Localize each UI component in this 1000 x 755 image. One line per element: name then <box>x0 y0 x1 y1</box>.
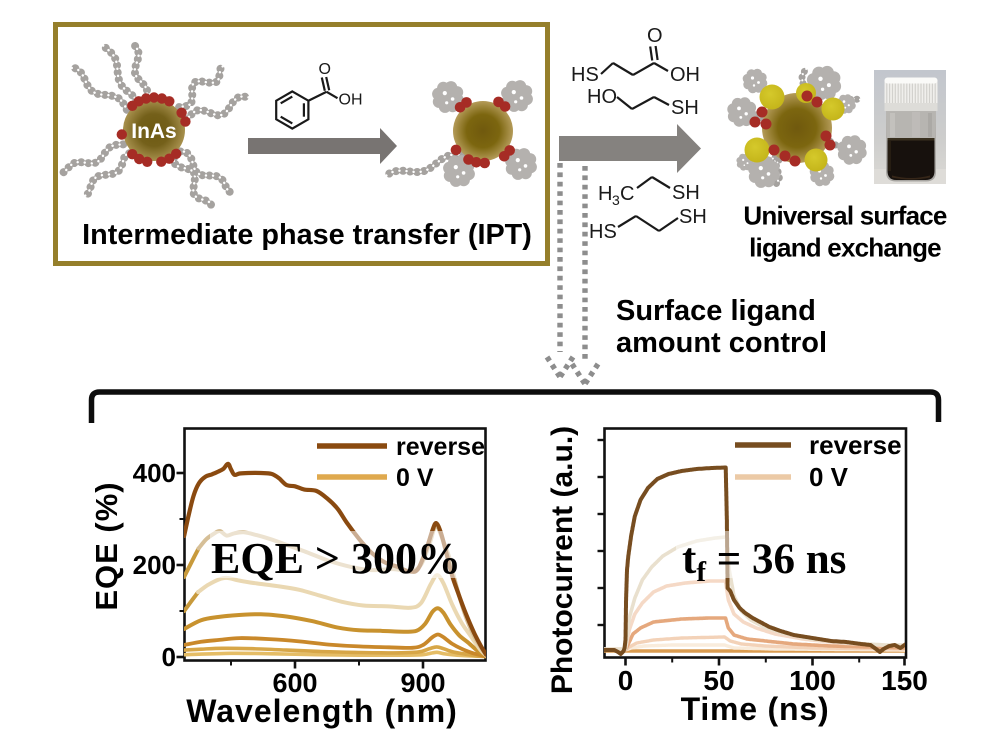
svg-text:tf = 36 ns: tf = 36 ns <box>682 536 846 588</box>
svg-text:3: 3 <box>612 192 620 208</box>
svg-text:amount control: amount control <box>616 327 827 359</box>
svg-text:200: 200 <box>133 550 176 580</box>
svg-text:0: 0 <box>162 642 176 672</box>
svg-text:C: C <box>620 183 634 205</box>
svg-text:600: 600 <box>272 668 317 698</box>
svg-text:HO: HO <box>587 86 617 108</box>
svg-text:HS: HS <box>571 64 599 86</box>
svg-text:O: O <box>647 25 663 47</box>
svg-text:InAs: InAs <box>131 120 177 143</box>
svg-text:150: 150 <box>881 665 928 696</box>
svg-text:100: 100 <box>789 665 836 696</box>
svg-text:reverse: reverse <box>809 430 902 460</box>
svg-text:SH: SH <box>672 182 700 204</box>
svg-text:0: 0 <box>618 665 634 696</box>
svg-text:Time (ns): Time (ns) <box>681 691 830 727</box>
svg-text:H: H <box>598 183 612 205</box>
svg-text:SH: SH <box>671 97 699 119</box>
svg-text:EQE (%): EQE (%) <box>89 481 124 610</box>
svg-text:EQE > 300%: EQE > 300% <box>211 534 461 583</box>
svg-text:Surface ligand: Surface ligand <box>616 295 816 327</box>
svg-text:reverse: reverse <box>396 433 485 461</box>
svg-text:Wavelength (nm): Wavelength (nm) <box>186 693 458 729</box>
svg-text:900: 900 <box>400 668 445 698</box>
svg-text:OH: OH <box>339 92 363 109</box>
svg-text:O: O <box>319 61 331 78</box>
svg-text:HS: HS <box>589 221 617 243</box>
svg-text:OH: OH <box>670 64 700 86</box>
svg-text:50: 50 <box>703 665 734 696</box>
svg-text:0 V: 0 V <box>809 462 849 492</box>
svg-text:400: 400 <box>133 458 176 488</box>
svg-text:Universal surface: Universal surface <box>743 201 947 231</box>
svg-text:SH: SH <box>679 206 707 228</box>
svg-text:0 V: 0 V <box>396 464 434 492</box>
svg-text:Intermediate phase transfer (I: Intermediate phase transfer (IPT) <box>82 219 532 251</box>
svg-text:Photocurrent (a.u.): Photocurrent (a.u.) <box>546 426 579 694</box>
svg-text:ligand exchange: ligand exchange <box>749 233 941 263</box>
